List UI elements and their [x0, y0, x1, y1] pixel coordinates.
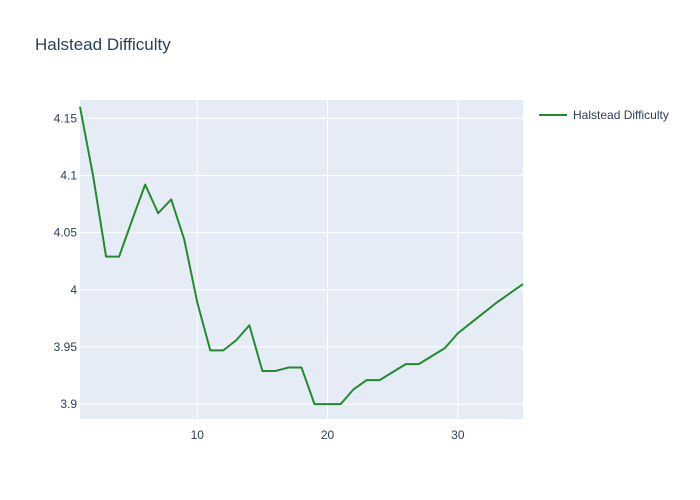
x-tick-label: 20 [321, 428, 335, 442]
y-tick-label: 4.1 [60, 168, 77, 182]
y-tick-label: 4 [70, 283, 77, 297]
y-tick-label: 3.95 [54, 340, 78, 354]
y-tick-label: 4.05 [54, 226, 78, 240]
grid-lines [80, 100, 523, 419]
legend-label: Halstead Difficulty [573, 108, 669, 122]
series-layer [79, 106, 524, 406]
y-axis-ticks: 3.9 3.95 4 4.05 4.1 4.15 [54, 111, 78, 411]
x-tick-label: 30 [451, 428, 465, 442]
chart-title: Halstead Difficulty [35, 35, 171, 54]
legend-item[interactable]: Halstead Difficulty [539, 108, 669, 122]
plot-area [80, 100, 523, 419]
y-tick-label: 4.15 [54, 111, 78, 125]
legend[interactable]: Halstead Difficulty [539, 108, 669, 122]
x-tick-label: 10 [191, 428, 205, 442]
x-axis-ticks: 10 20 30 [191, 428, 465, 442]
series-line[interactable] [79, 106, 524, 406]
y-tick-label: 3.9 [60, 397, 77, 411]
